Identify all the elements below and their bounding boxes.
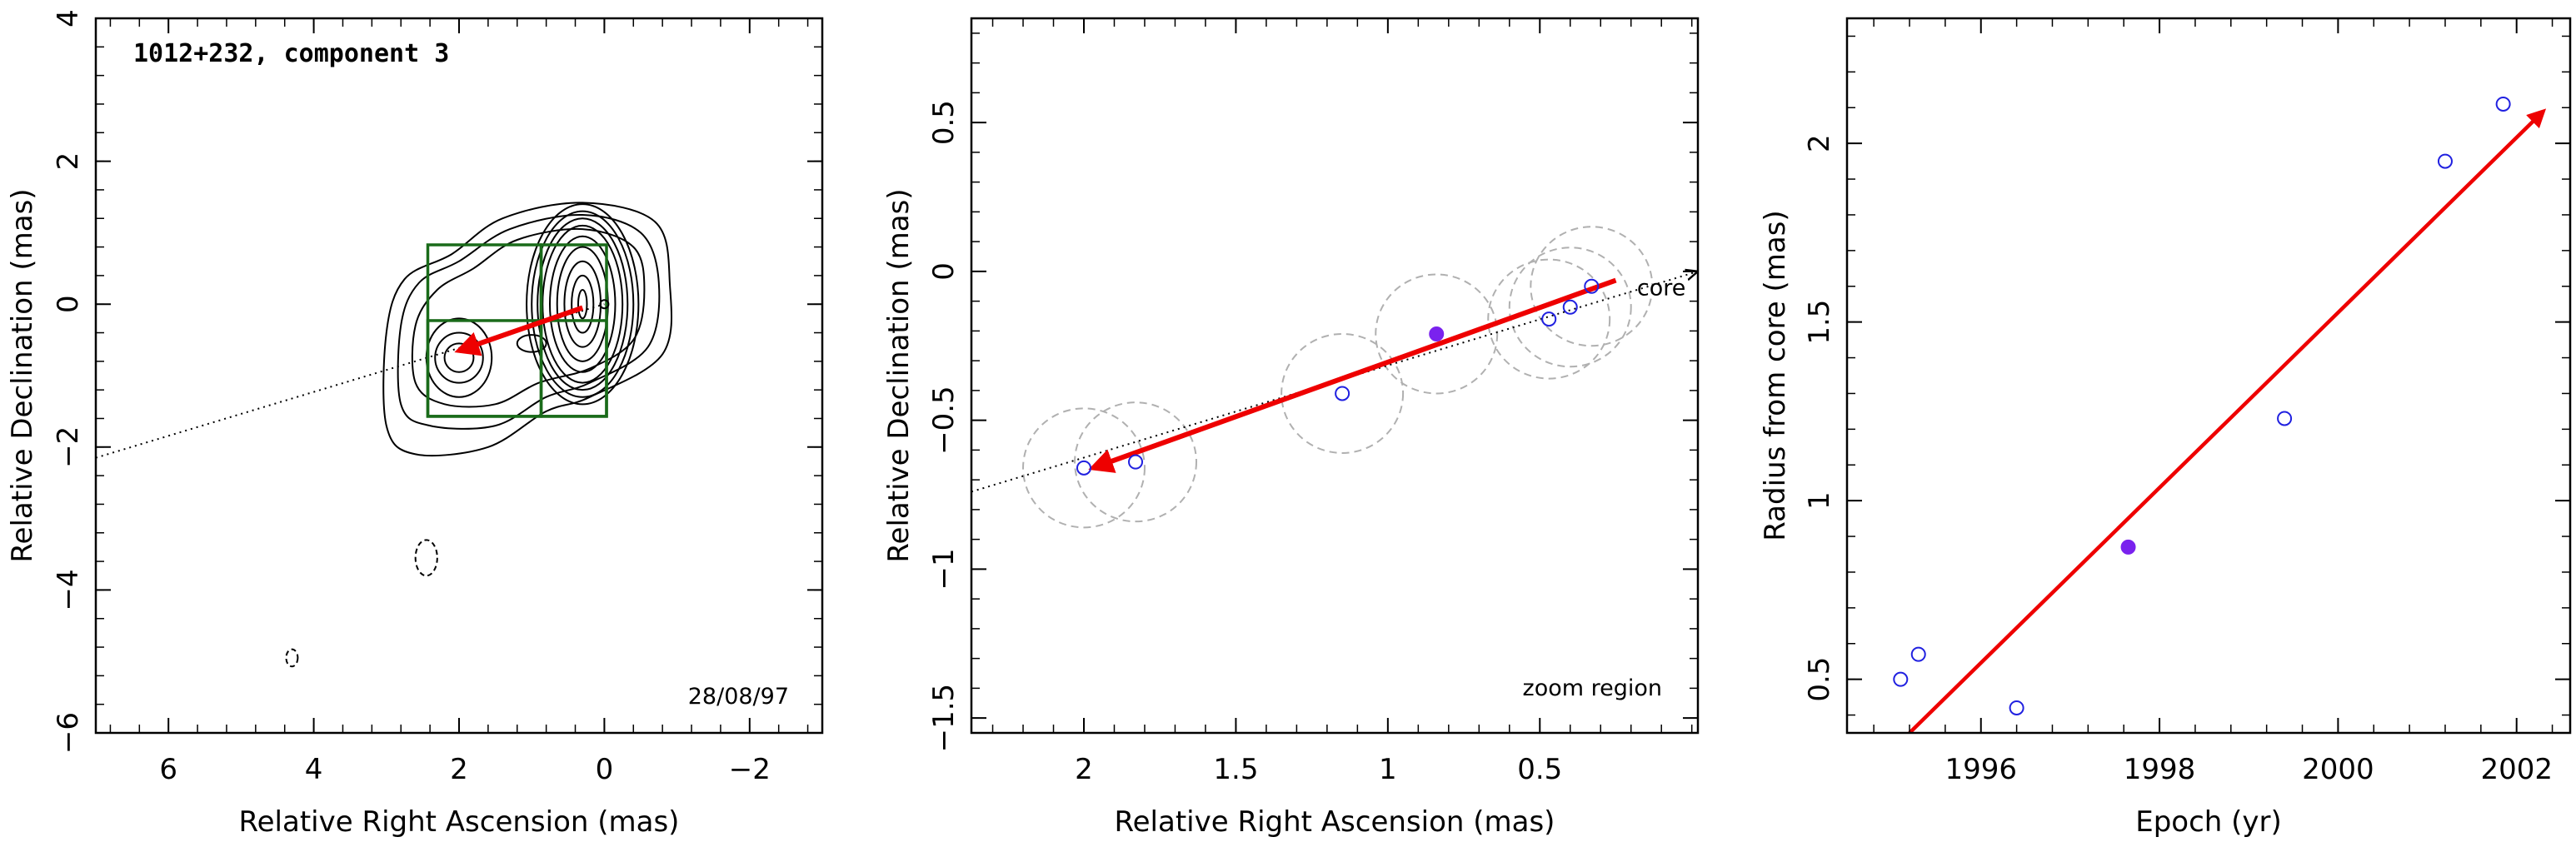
zoom-region-y-tick-label: 0.5 — [927, 100, 961, 145]
uncertainty-circle — [1375, 273, 1499, 395]
radius-vs-epoch-y-tick-label: 1.5 — [1803, 300, 1836, 345]
data-point — [2277, 411, 2293, 426]
contour-map-content — [96, 202, 673, 668]
contour-level — [563, 260, 602, 348]
data-point — [2437, 153, 2453, 169]
contour-level — [537, 217, 629, 391]
contour-level — [571, 274, 595, 334]
contour-map-y-tick-label: −2 — [52, 426, 85, 468]
contour-level — [411, 227, 646, 408]
radius-vs-epoch-ticks: 1996 1998 2000 2002 0.5 1 1.5 2 — [1803, 18, 2570, 786]
radius-vs-epoch-x-tick-label: 2002 — [2480, 753, 2553, 786]
negative-contour — [285, 648, 299, 668]
uncertainty-circle — [1530, 226, 1654, 347]
contour-map-y-tick-label: −6 — [52, 712, 85, 754]
contour-level — [542, 224, 624, 384]
radius-vs-epoch-y-axis-title: Radius from core (mas) — [1759, 210, 1792, 541]
contour-map-y-tick-label: 2 — [52, 152, 85, 171]
contour-map-panel: 6 4 2 0 −2 −6 −4 −2 0 2 4 1012+232, component 3 28… — [6, 9, 824, 839]
uncertainty-circle — [1508, 247, 1632, 368]
radius-vs-epoch-x-tick-label: 1996 — [1944, 753, 2017, 786]
data-point — [1076, 460, 1091, 476]
uncertainty-circle — [1487, 258, 1611, 380]
motion-arrow — [1088, 277, 1617, 473]
contour-level — [382, 202, 673, 457]
contour-map-x-tick-label: 6 — [159, 753, 177, 786]
radius-vs-epoch-x-tick-label: 2000 — [2302, 753, 2374, 786]
contour-map-x-axis-title: Relative Right Ascension (mas) — [239, 805, 680, 839]
data-point — [1335, 386, 1350, 401]
contour-map-y-tick-label: 0 — [52, 295, 85, 313]
data-point — [1893, 671, 1909, 687]
data-point-filled — [1429, 326, 1445, 341]
zoom-region-ticks: 2 1.5 1 0.5 −1.5 −1 −0.5 0 0.5 — [927, 18, 1698, 786]
radius-vs-epoch-panel: 1996 1998 2000 2002 0.5 1 1.5 2 Epoch (yr) Radi… — [1759, 17, 2572, 839]
contour-map-ticks: 6 4 2 0 −2 −6 −4 −2 0 2 4 — [52, 9, 822, 786]
contour-map-x-tick-label: 4 — [305, 753, 323, 786]
radius-vs-epoch-content — [1893, 96, 2547, 733]
contour-map-x-tick-label: 0 — [596, 753, 614, 786]
data-point — [2009, 700, 2024, 715]
zoom-region-content: core — [971, 226, 1698, 529]
data-point — [1541, 311, 1557, 327]
contour-level — [526, 203, 640, 406]
contour-map-x-tick-label: 2 — [450, 753, 468, 786]
contour-map-y-tick-label: 4 — [52, 9, 85, 27]
zoom-region-x-tick-label: 0.5 — [1517, 753, 1562, 786]
zoom-region-x-tick-label: 2 — [1075, 753, 1093, 786]
zoom-region-x-axis-title: Relative Right Ascension (mas) — [1115, 805, 1555, 839]
radius-vs-epoch-x-tick-label: 1998 — [2124, 753, 2196, 786]
contour-map-x-tick-label: −2 — [729, 753, 771, 786]
zoom-region-y-tick-label: −1.5 — [927, 684, 961, 753]
zoom-box — [426, 319, 608, 418]
contour-level — [397, 213, 661, 430]
data-point — [1584, 278, 1600, 294]
source-title: 1012+232, component 3 — [133, 39, 449, 68]
contour-map-y-axis-title: Relative Declination (mas) — [6, 188, 39, 562]
zoom-region-panel: core 2 1.5 1 0.5−1.5−1−0.500.5 zoom region … — [882, 17, 1700, 839]
radius-vs-epoch-y-tick-label: 0.5 — [1803, 657, 1836, 702]
contour-level — [425, 317, 493, 398]
zoom-region-x-tick-label: 1.5 — [1213, 753, 1258, 786]
uncertainty-circle — [1022, 407, 1146, 529]
zoom-region-y-axis-title: Relative Declination (mas) — [882, 188, 916, 562]
fit-arrow — [1908, 108, 2547, 733]
observation-date: 28/08/97 — [688, 684, 789, 710]
radius-vs-epoch-frame — [1845, 17, 2572, 735]
uncertainty-circle — [1074, 401, 1197, 523]
zoom-region-label: zoom region — [1523, 675, 1662, 701]
contour-level — [577, 289, 588, 320]
core-label: core — [1637, 275, 1685, 301]
zoom-region-x-tick-label: 1 — [1379, 753, 1397, 786]
data-point — [1562, 299, 1578, 315]
contour-level — [516, 334, 547, 353]
contour-level — [549, 235, 617, 373]
zoom-region-y-tick-label: 0 — [927, 262, 961, 281]
data-point — [1910, 646, 1926, 662]
trajectory-line — [96, 303, 605, 459]
data-point — [1128, 454, 1144, 470]
data-point-filled — [2120, 539, 2136, 555]
contour-map-y-tick-label: −4 — [52, 569, 85, 610]
radius-vs-epoch-y-tick-label: 2 — [1803, 134, 1836, 152]
contour-map-frame — [94, 17, 824, 735]
negative-contour — [414, 539, 438, 577]
motion-arrow — [454, 305, 584, 356]
contour-level — [434, 331, 484, 384]
core-marker — [599, 299, 610, 310]
radius-vs-epoch-x-axis-title: Epoch (yr) — [2135, 805, 2282, 839]
zoom-region-frame — [970, 17, 1700, 735]
radius-vs-epoch-y-tick-label: 1 — [1803, 491, 1836, 510]
uncertainty-circle — [1281, 332, 1405, 454]
data-point — [2495, 96, 2511, 112]
contour-level — [531, 210, 635, 398]
zoom-region-y-tick-label: −1 — [927, 548, 961, 590]
zoom-region-y-tick-label: −0.5 — [927, 386, 961, 455]
